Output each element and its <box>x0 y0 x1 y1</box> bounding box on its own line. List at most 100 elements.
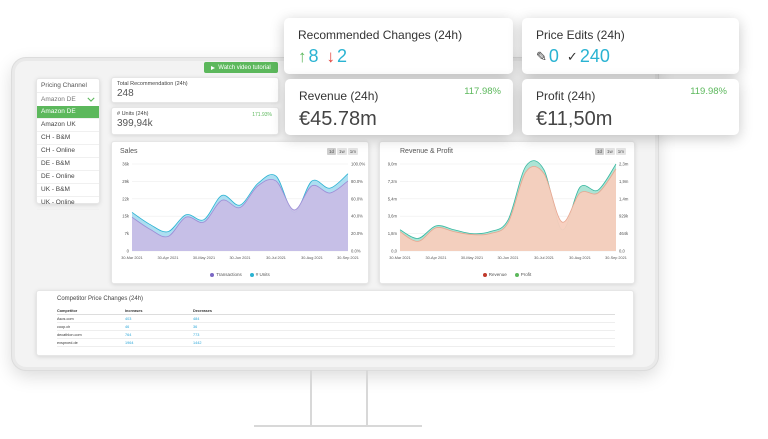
arrow-up-icon: ↑ <box>298 46 307 66</box>
table-row: decathlon.com 764 773 <box>57 330 615 339</box>
pricing-channel-select[interactable]: Amazon DE <box>37 93 99 106</box>
series-area-transactions <box>132 179 348 251</box>
revenue-value: €45.78m <box>299 108 377 130</box>
y-tick-label: 7k <box>125 231 130 236</box>
y2-tick-label: 20.0% <box>351 231 363 236</box>
pricing-channel-option[interactable]: DE - B&M <box>37 158 99 171</box>
table-row: Asos.com 403 484 <box>57 314 615 323</box>
x-tick-label: 30-Aug 2021 <box>569 256 591 260</box>
x-tick-label: 30-Jul 2021 <box>266 256 286 260</box>
revenue-range-buttons: 1d 1w 1m <box>594 148 626 155</box>
legend-label-profit: Profit <box>520 272 532 277</box>
range-1w-button[interactable]: 1w <box>604 148 615 155</box>
sales-legend: Transactions # Units <box>112 272 368 277</box>
series-line-transactions <box>131 178 349 238</box>
table-row: coop.ch 46 36 <box>57 322 615 331</box>
range-1m-button[interactable]: 1m <box>615 148 626 155</box>
pricing-channel-header: Pricing Channel <box>37 79 99 93</box>
decreases-cell: 484 <box>193 314 615 323</box>
revenue-profit-chart: 0,0 0,0 1,8m 464k 3,6m 929k 5,4m 1,4m 7,2m 1,9m 9,… <box>388 160 629 260</box>
y-tick-label: 9,0m <box>388 162 398 167</box>
profit-card: Profit (24h) €11,50m 119.98% <box>522 79 739 135</box>
x-tick-label: 30-Apr 2021 <box>158 256 179 260</box>
price-edits-card: Price Edits (24h) ✎ 0 ✓ 240 <box>522 18 739 74</box>
sales-chart-card: 0 0.0% 7k 20.0% 15k 40.0% 22k 60.0% 29k 80.0% 36k 1… <box>111 141 369 284</box>
pricing-channel-dropdown[interactable]: Pricing Channel Amazon DE Amazon DE Amazo… <box>36 78 100 210</box>
legend-dot <box>210 272 215 277</box>
pricing-channel-selected: Amazon DE <box>41 96 76 103</box>
y-tick-label: 22k <box>122 196 130 201</box>
price-edits-confirmed: ✓ 240 <box>567 46 610 67</box>
profit-value: €11,50m <box>536 108 613 130</box>
units-value: 399,94k <box>117 118 153 129</box>
y2-tick-label: 0,0 <box>619 249 625 254</box>
decreases-cell: 773 <box>193 330 615 339</box>
competitor-name-cell: exsprced.de <box>57 338 125 347</box>
series-line--units <box>131 173 349 233</box>
y-tick-label: 29k <box>122 179 130 184</box>
y-tick-label: 0,0 <box>391 249 397 254</box>
x-tick-label: 30-Mar 2021 <box>121 256 143 260</box>
legend-label-units: # Units <box>255 272 270 277</box>
y2-tick-label: 80.0% <box>351 179 363 184</box>
price-edits-value: 0 <box>548 46 559 66</box>
increases-cell: 1964 <box>125 338 193 347</box>
pricing-channel-option[interactable]: CH - B&M <box>37 132 99 145</box>
watch-video-button[interactable]: Watch video tutorial <box>204 62 278 73</box>
revenue-profit-chart-card: 0,0 0,0 1,8m 464k 3,6m 929k 5,4m 1,4m 7,2m 1,9m 9,… <box>379 141 635 284</box>
series-line-profit <box>399 160 617 239</box>
pricing-channel-option[interactable]: Amazon UK <box>37 119 99 132</box>
monitor-stand-base <box>254 425 422 427</box>
legend-item-transactions: Transactions <box>210 272 242 277</box>
increases-cell: 403 <box>125 314 193 323</box>
price-edits-confirmed-value: 240 <box>579 46 610 66</box>
x-tick-label: 30-Apr 2021 <box>426 256 447 260</box>
profit-pct: 119.98% <box>690 86 727 97</box>
pricing-channel-option[interactable]: UK - Online <box>37 197 99 210</box>
x-tick-label: 30-Sep 2021 <box>605 256 627 260</box>
price-edits-label: Price Edits (24h) <box>536 28 625 42</box>
y2-tick-label: 464k <box>619 231 629 236</box>
y-tick-label: 0 <box>127 249 130 254</box>
range-1m-button[interactable]: 1m <box>347 148 358 155</box>
legend-dot <box>482 272 487 277</box>
watch-video-label: Watch video tutorial <box>218 64 271 71</box>
y2-tick-label: 929k <box>619 214 629 219</box>
pencil-icon: ✎ <box>536 48 547 64</box>
increases-cell: 764 <box>125 330 193 339</box>
pricing-channel-option[interactable]: UK - B&M <box>37 184 99 197</box>
pricing-channel-options: Amazon DE Amazon UK CH - B&M CH - Online DE … <box>37 106 99 210</box>
legend-dot <box>249 272 254 277</box>
pricing-channel-option[interactable]: CH - Online <box>37 145 99 158</box>
x-tick-label: 30-Mar 2021 <box>389 256 411 260</box>
y-tick-label: 5,4m <box>388 196 398 201</box>
increases-cell: 46 <box>125 322 193 331</box>
legend-item-revenue: Revenue <box>482 272 507 277</box>
recommended-up: ↑ 8 <box>298 46 319 67</box>
x-tick-label: 30-May 2021 <box>461 256 483 260</box>
range-1w-button[interactable]: 1w <box>336 148 347 155</box>
y2-tick-label: 1,9m <box>619 179 629 184</box>
pricing-channel-option[interactable]: Amazon DE <box>37 106 99 119</box>
recommended-up-value: 8 <box>308 46 319 66</box>
series-area-revenue <box>400 166 616 251</box>
increases-col-header: Increases <box>125 308 193 315</box>
revenue-profit-chart-title: Revenue & Profit <box>400 148 453 155</box>
monitor-stand-left <box>310 370 312 426</box>
units-pct: 171.93% <box>252 112 272 118</box>
x-tick-label: 30-Jun 2021 <box>497 256 518 260</box>
sales-chart: 0 0.0% 7k 20.0% 15k 40.0% 22k 60.0% 29k 80.0% 36k 1… <box>121 162 365 261</box>
range-1d-button[interactable]: 1d <box>594 148 604 155</box>
legend-dot <box>514 272 519 277</box>
sales-chart-title: Sales <box>120 148 138 155</box>
range-1d-button[interactable]: 1d <box>326 148 336 155</box>
total-recommendation-label: Total Recommendation (24h) <box>117 81 188 87</box>
pricing-channel-option[interactable]: DE - Online <box>37 171 99 184</box>
table-row: exsprced.de 1964 1442 <box>57 338 615 347</box>
recommended-changes-label: Recommended Changes (24h) <box>298 28 463 42</box>
x-tick-label: 30-Jul 2021 <box>534 256 554 260</box>
profit-label: Profit (24h) <box>536 89 596 103</box>
y2-tick-label: 0.0% <box>351 249 361 254</box>
sales-range-buttons: 1d 1w 1m <box>326 148 358 155</box>
price-edits-pending: ✎ 0 <box>536 46 559 67</box>
